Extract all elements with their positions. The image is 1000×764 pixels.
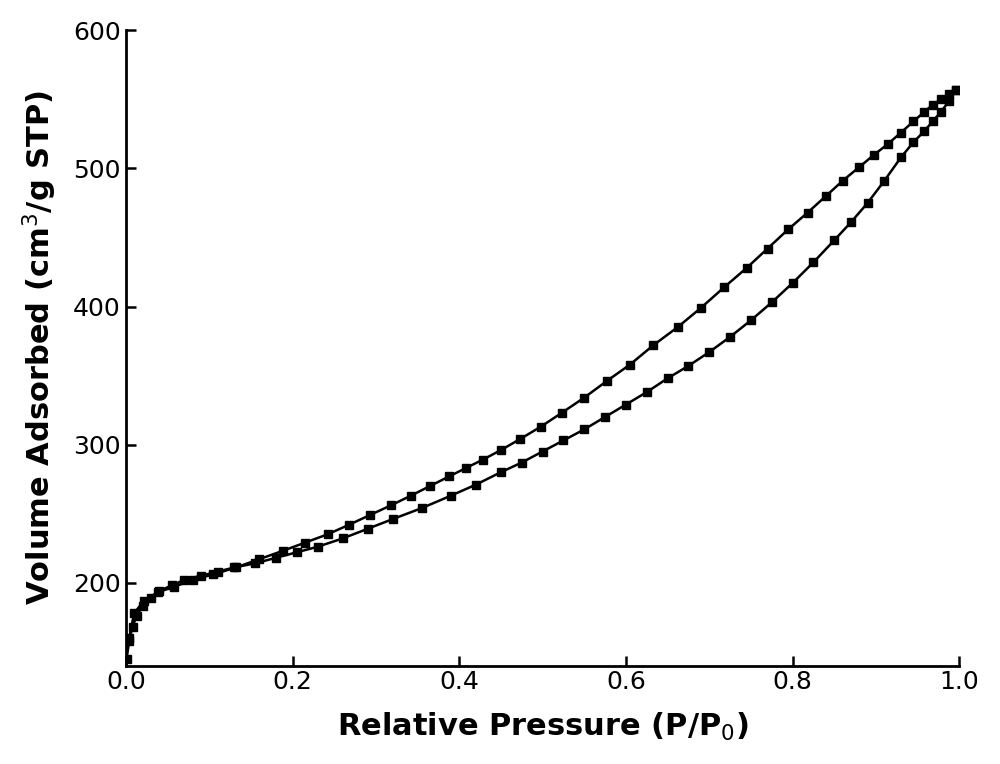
Y-axis label: Volume Adsorbed (cm$^3$/g STP): Volume Adsorbed (cm$^3$/g STP): [21, 90, 59, 605]
X-axis label: Relative Pressure (P/P$_0$): Relative Pressure (P/P$_0$): [337, 711, 748, 743]
